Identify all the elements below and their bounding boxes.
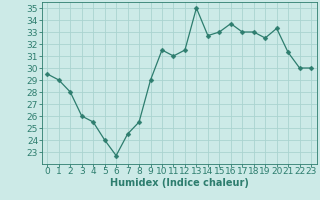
- X-axis label: Humidex (Indice chaleur): Humidex (Indice chaleur): [110, 178, 249, 188]
